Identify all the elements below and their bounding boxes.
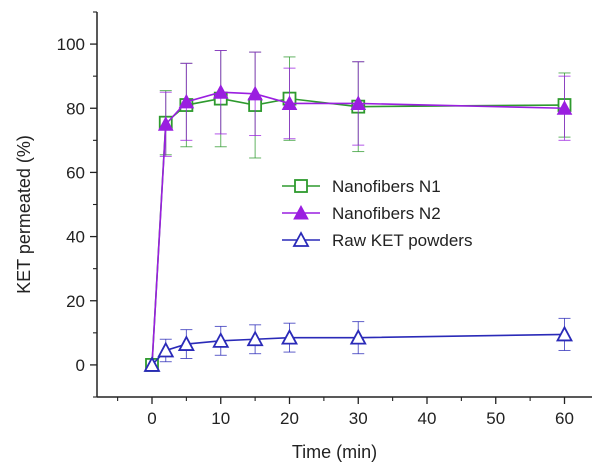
series-layer: [143, 50, 574, 372]
data-point: [157, 116, 174, 131]
series-2: [144, 50, 573, 372]
data-point: [556, 100, 573, 115]
x-tick-label: 60: [555, 409, 574, 428]
data-point: [212, 331, 230, 348]
data-point: [281, 95, 298, 110]
data-point: [349, 328, 367, 345]
x-tick-label: 10: [211, 409, 230, 428]
y-tick-label: 20: [66, 292, 85, 311]
x-axis-title: Time (min): [292, 442, 377, 462]
series-line: [151, 91, 565, 365]
y-tick-label: 80: [66, 99, 85, 118]
data-point: [247, 85, 263, 101]
legend-marker: [294, 179, 308, 193]
x-tick-label: 0: [147, 409, 156, 428]
data-point: [143, 356, 161, 372]
legend-label: Nanofibers N2: [332, 204, 441, 223]
x-tick-label: 20: [280, 409, 299, 428]
y-tick-label: 40: [66, 228, 85, 247]
data-point: [178, 93, 195, 109]
axes: 0 10 20 30 40 50 60 0 20 40 60 80 100: [57, 11, 592, 428]
data-point: [555, 325, 574, 342]
legend: Nanofibers N1 Nanofibers N2 Raw KET powder…: [282, 177, 472, 250]
series-3: [143, 317, 574, 372]
data-point: [350, 95, 367, 110]
x-tick-label: 40: [418, 409, 437, 428]
data-point: [246, 330, 264, 347]
y-axis-title: KET permeated (%): [14, 135, 34, 294]
x-tick-label: 50: [486, 409, 505, 428]
y-tick-label: 60: [66, 163, 85, 182]
x-tick-label: 30: [349, 409, 368, 428]
data-point: [280, 328, 299, 345]
data-point: [212, 84, 229, 99]
data-point: [177, 335, 195, 351]
legend-marker: [293, 204, 309, 220]
legend-label: Nanofibers N1: [332, 177, 441, 196]
y-tick-label: 0: [76, 356, 85, 375]
legend-marker: [292, 231, 310, 247]
data-point: [157, 341, 175, 358]
y-tick-label: 100: [57, 35, 85, 54]
legend-label: Raw KET powders: [332, 231, 472, 250]
